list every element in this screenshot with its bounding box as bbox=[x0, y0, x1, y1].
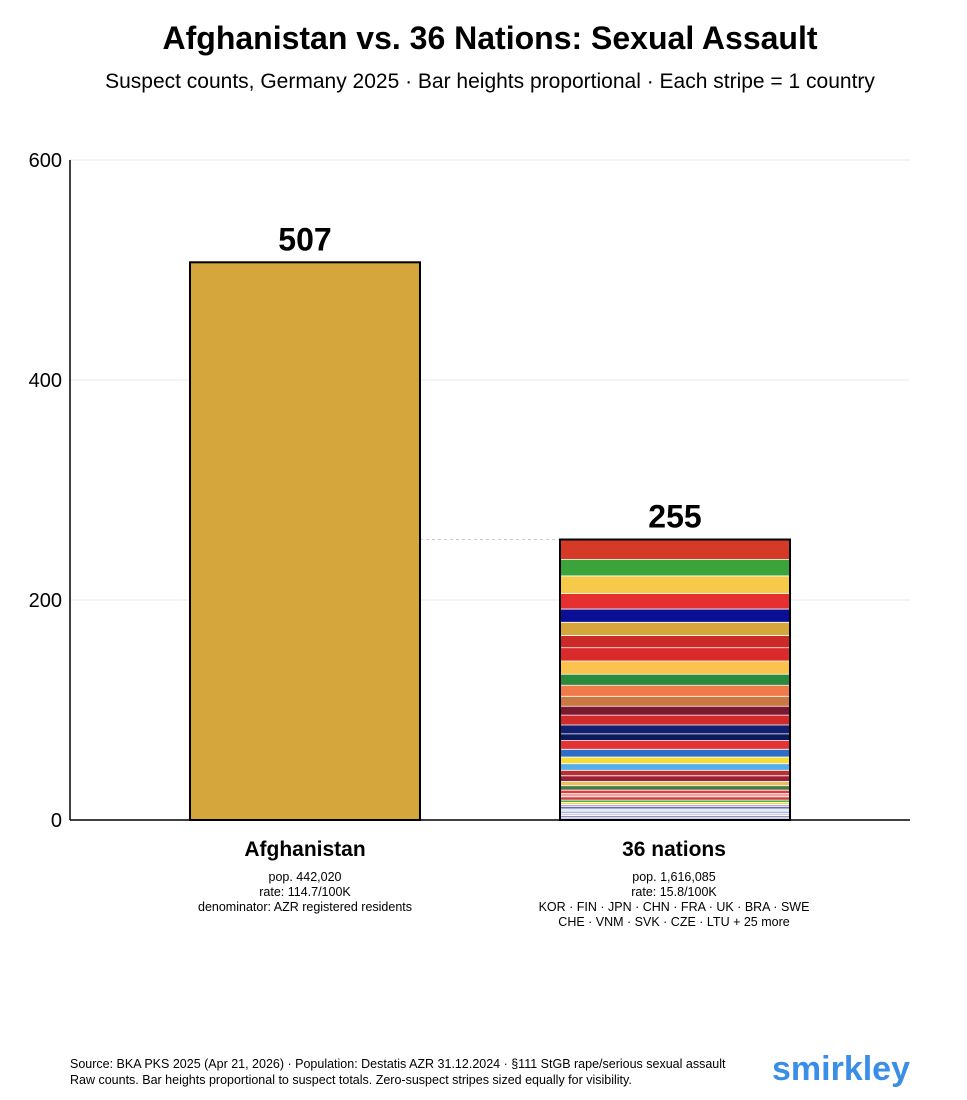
stripe-24 bbox=[560, 785, 790, 791]
category-block-36-nations: 36 nations pop. 1,616,085 rate: 15.8/100… bbox=[464, 838, 884, 930]
stripe-22 bbox=[560, 775, 790, 782]
afghanistan-denominator: denominator: AZR registered residents bbox=[198, 900, 412, 914]
data-label-afghanistan: 507 bbox=[278, 221, 331, 257]
stripe-3 bbox=[560, 575, 790, 594]
category-block-afghanistan: Afghanistan pop. 442,020 rate: 114.7/100… bbox=[95, 838, 515, 915]
chart-title: Afghanistan vs. 36 Nations: Sexual Assau… bbox=[162, 20, 818, 56]
bar-36-nations-outline bbox=[559, 538, 791, 821]
stripe-15 bbox=[560, 725, 790, 735]
stripe-25 bbox=[560, 790, 790, 794]
y-tick-label-0: 0 bbox=[51, 810, 62, 832]
category-label-36-nations: 36 nations bbox=[622, 838, 726, 861]
stripe-18 bbox=[560, 749, 790, 758]
nations-list-1: KOR · FIN · JPN · CHN · FRA · UK · BRA ·… bbox=[538, 900, 810, 914]
brand-logo: smirkley bbox=[772, 1050, 910, 1088]
stripe-35 bbox=[560, 815, 790, 819]
stripe-1 bbox=[560, 539, 790, 560]
data-label-36-nations: 255 bbox=[648, 499, 701, 535]
stripe-31 bbox=[560, 806, 790, 810]
stripe-34 bbox=[560, 813, 790, 816]
stripe-30 bbox=[560, 804, 790, 808]
afghanistan-rate: rate: 114.7/100K bbox=[259, 885, 351, 899]
y-tick-label-200: 200 bbox=[29, 590, 62, 612]
source-footer: Source: BKA PKS 2025 (Apr 21, 2026) · Po… bbox=[70, 1056, 725, 1088]
stripe-14 bbox=[560, 715, 790, 726]
bar-chart: 0 200 400 600 507 255 bbox=[29, 150, 910, 832]
footer-line-source: Source: BKA PKS 2025 (Apr 21, 2026) · Po… bbox=[70, 1057, 726, 1071]
stripe-10 bbox=[560, 674, 790, 686]
stripe-21 bbox=[560, 770, 790, 777]
bar-afghanistan bbox=[189, 261, 421, 821]
nations-list-2: CHE · VNM · SVK · CZE · LTU + 25 more bbox=[558, 915, 790, 929]
stripe-11 bbox=[560, 685, 790, 697]
stripe-26 bbox=[560, 793, 790, 798]
stripe-7 bbox=[560, 635, 790, 649]
stripe-17 bbox=[560, 740, 790, 750]
category-label-afghanistan: Afghanistan bbox=[244, 838, 366, 861]
stripe-27 bbox=[560, 796, 790, 801]
stripe-4 bbox=[560, 593, 790, 610]
stripe-23 bbox=[560, 781, 790, 787]
chart-subtitle: Suspect counts, Germany 2025 · Bar heigh… bbox=[105, 70, 875, 93]
stripe-19 bbox=[560, 757, 790, 764]
afghanistan-population: pop. 442,020 bbox=[268, 870, 342, 884]
footer-line-note: Raw counts. Bar heights proportional to … bbox=[70, 1073, 632, 1087]
stripe-29 bbox=[560, 802, 790, 805]
stripe-2 bbox=[560, 559, 790, 577]
stripe-6 bbox=[560, 622, 790, 636]
stripe-20 bbox=[560, 763, 790, 771]
stripe-16 bbox=[560, 733, 790, 741]
stripe-28 bbox=[560, 800, 790, 803]
nations-rate: rate: 15.8/100K bbox=[631, 885, 717, 899]
stripe-12 bbox=[560, 696, 790, 707]
stripe-13 bbox=[560, 706, 790, 716]
stripe-9 bbox=[560, 660, 790, 675]
stripe-8 bbox=[560, 647, 790, 662]
nations-population: pop. 1,616,085 bbox=[632, 870, 716, 884]
y-tick-label-400: 400 bbox=[29, 370, 62, 392]
y-tick-label-600: 600 bbox=[29, 150, 62, 172]
stripe-33 bbox=[560, 811, 790, 814]
stripe-5 bbox=[560, 609, 790, 623]
stripe-32 bbox=[560, 808, 790, 812]
